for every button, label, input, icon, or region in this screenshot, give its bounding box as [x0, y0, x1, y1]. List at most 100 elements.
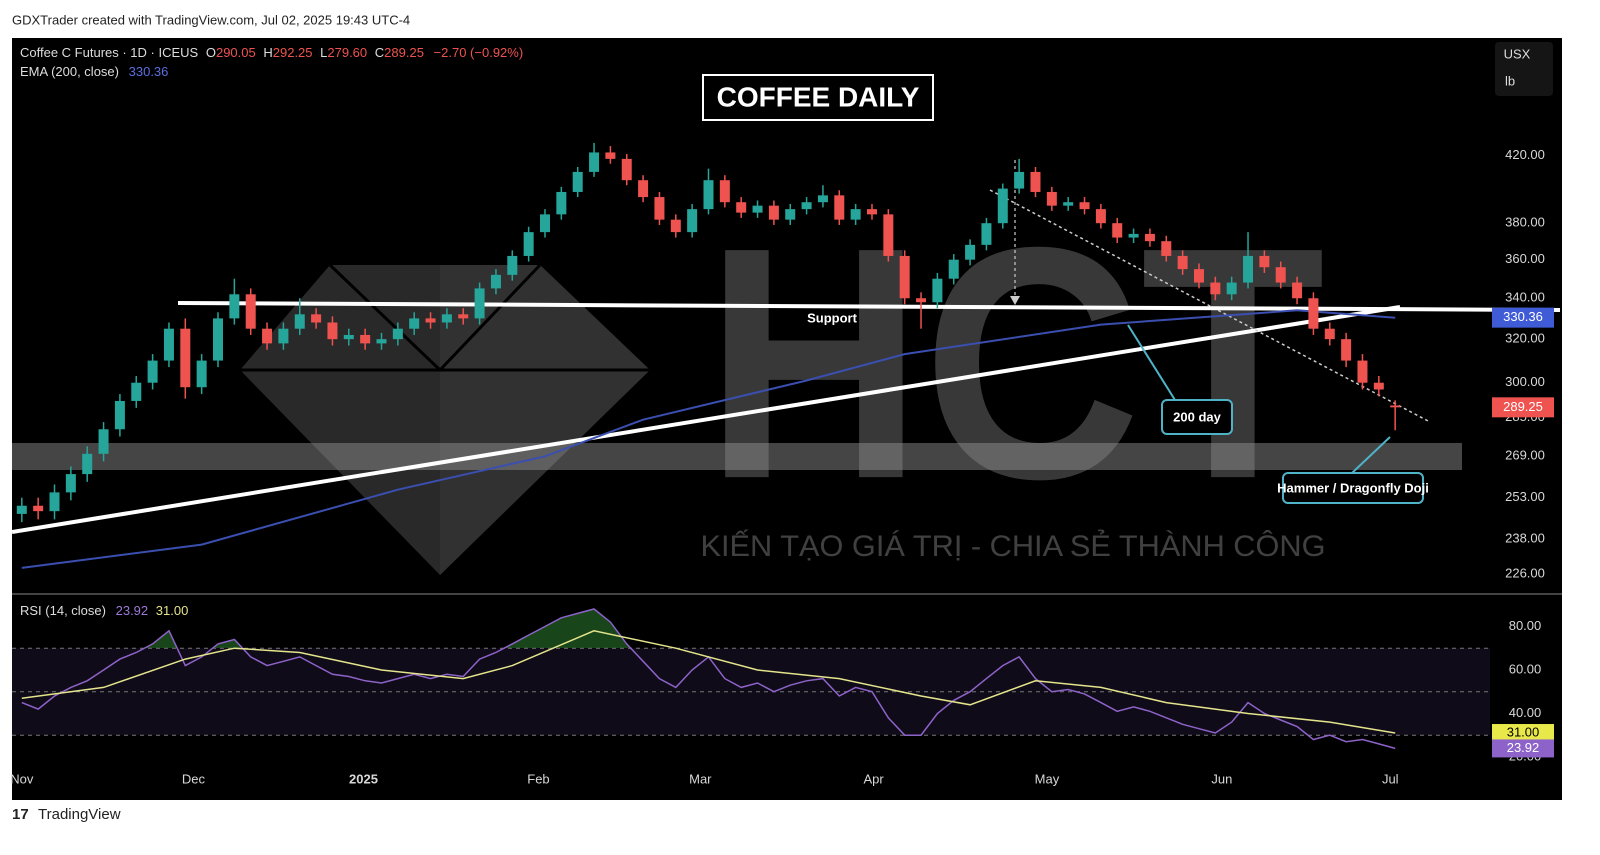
candle-body [1193, 269, 1204, 283]
candle-body [16, 505, 27, 514]
support-line [177, 301, 1561, 312]
candle-body [1308, 298, 1319, 329]
x-tick-label: Mar [689, 771, 712, 786]
candle-body [965, 244, 976, 260]
rsi-tick-label: 60.00 [1509, 661, 1542, 676]
symbol: Coffee C Futures · 1D · ICEUS [20, 45, 199, 60]
unit: lb [1505, 73, 1515, 88]
candle-body [1259, 255, 1270, 268]
ema-line [21, 309, 1396, 569]
rsi-legend: RSI (14, close) 23.92 31.00 [20, 603, 188, 618]
candle-body [147, 360, 158, 383]
y-tick-label: 238.00 [1505, 530, 1545, 545]
candle-body [65, 474, 76, 493]
candle-body [229, 294, 240, 319]
candle-body [343, 334, 354, 340]
candle-body [1144, 233, 1155, 242]
candle-body [98, 429, 109, 454]
candle-body [883, 214, 894, 256]
candle-body [82, 453, 93, 475]
title-box [702, 74, 934, 121]
ohlc-value: 279.60 [327, 45, 367, 60]
ema-badge-bg [1492, 307, 1554, 328]
candle-body [1210, 282, 1221, 295]
candle-body [817, 195, 828, 203]
y-tick-label: 420.00 [1505, 147, 1545, 162]
candle-body [1357, 360, 1368, 383]
candle-body [572, 171, 583, 192]
rsi-ma-badge: 31.00 [1507, 724, 1540, 739]
x-tick-label: May [1035, 771, 1060, 786]
ohlc-value: 290.05 [216, 45, 256, 60]
y-tick-label: 226.00 [1505, 565, 1545, 580]
rsi-badge: 23.92 [1507, 740, 1540, 755]
ohlc-key: L [320, 45, 327, 60]
ohlc-value: 292.25 [273, 45, 313, 60]
candle-body [1275, 267, 1286, 283]
diamond-line [438, 263, 542, 372]
support-label: Support [807, 310, 857, 325]
candle-body [589, 152, 600, 172]
candle-body [1373, 382, 1384, 390]
y-tick-label: 380.00 [1505, 215, 1545, 230]
candle-body [114, 400, 125, 430]
rsi-ma-line [21, 630, 1396, 734]
candle-body [556, 191, 567, 215]
candle-body [997, 188, 1008, 224]
candle-body [539, 214, 550, 233]
x-tick-label: Jul [1382, 771, 1399, 786]
candle-body [1341, 339, 1352, 361]
candle-body [1063, 202, 1074, 206]
candle-body [1128, 233, 1139, 238]
x-tick-label: Jun [1211, 771, 1232, 786]
candle-body [899, 255, 910, 299]
candle-body [441, 314, 452, 323]
y-tick-label: 269.00 [1505, 448, 1545, 463]
candle-body [262, 328, 273, 344]
ema-value: 330.36 [129, 64, 169, 79]
candle-body [1324, 328, 1335, 340]
callout-box [1161, 399, 1233, 435]
candle-body [850, 209, 861, 220]
y-tick-label: 300.00 [1505, 374, 1545, 389]
candle-body [801, 202, 812, 210]
legend-header: Coffee C Futures · 1D · ICEUS O290.05 H2… [20, 45, 523, 60]
price-badge: 289.25 [1503, 399, 1543, 414]
ohlc-key: H [263, 45, 272, 60]
candle-body [785, 209, 796, 220]
x-tick-label: Nov [10, 771, 34, 786]
candle-body [311, 314, 322, 323]
candle-body [163, 328, 174, 361]
callout-text: 200 day [1173, 409, 1221, 424]
callout-box [1282, 472, 1424, 504]
ema-badge: 330.36 [1503, 309, 1543, 324]
candle-body [621, 158, 632, 181]
x-tick-label: Feb [527, 771, 549, 786]
rsi-tick-label: 80.00 [1509, 618, 1542, 633]
candle-body [1243, 255, 1254, 283]
candle-body [948, 259, 959, 279]
ohlc-key: O [206, 45, 216, 60]
candle-body [605, 152, 616, 159]
candle-body [654, 197, 665, 220]
y-tick-label: 320.00 [1505, 331, 1545, 346]
credit: GDXTrader created with TradingView.com, … [12, 12, 410, 27]
candle-body [866, 209, 877, 215]
candle-body [1292, 282, 1303, 299]
candle-body [981, 223, 992, 245]
projection-arrow [1010, 296, 1020, 305]
brand: TradingView [38, 806, 121, 823]
candle-body [278, 328, 289, 344]
candle-body [474, 288, 485, 319]
rsi-value: 23.92 [116, 603, 149, 618]
candle-body [703, 180, 714, 210]
candle-body [294, 314, 305, 329]
callout-text: Hammer / Dragonfly Doji [1277, 480, 1429, 495]
candle-body [360, 334, 371, 344]
x-tick-label: Apr [864, 771, 885, 786]
candle-body [490, 274, 501, 289]
candle-body [1226, 282, 1237, 295]
candle-body [834, 195, 845, 220]
candle-body [670, 219, 681, 233]
diamond [440, 265, 650, 575]
